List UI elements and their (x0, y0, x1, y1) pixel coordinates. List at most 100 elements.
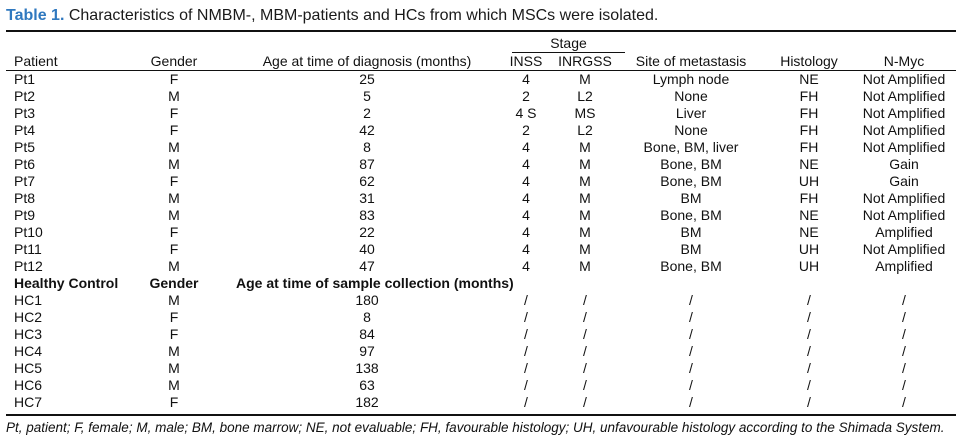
cell-inss: 4 (522, 224, 530, 240)
cell-inrgss: M (579, 224, 591, 240)
cell-inrgss: M (579, 71, 591, 87)
table-title: Characteristics of NMBM-, MBM-patients a… (68, 7, 659, 24)
cell-histology: / (807, 360, 811, 376)
characteristics-table: Patient Gender Age at time of diagnosis … (6, 53, 956, 411)
cell-histology: NE (799, 224, 819, 240)
cell-inrgss: M (579, 173, 591, 189)
col-header-patient: Patient (6, 53, 112, 71)
cell-inrgss: / (583, 292, 587, 308)
cell-nmyc: Not Amplified (862, 71, 946, 87)
cell-histology: FH (799, 105, 819, 121)
patient-row: Pt3 F 2 4 S MS Liver FH Not Amplified (6, 105, 956, 122)
control-row: HC3 F 84 / / / / / (6, 326, 956, 343)
cell-site: BM (680, 241, 702, 257)
cell-age: 97 (359, 343, 375, 359)
cell-id: Pt3 (14, 105, 36, 121)
cell-histology: NE (799, 156, 819, 172)
cell-id: HC3 (14, 326, 43, 342)
cell-inrgss: / (583, 377, 587, 393)
cell-inrgss: M (579, 190, 591, 206)
cell-inss: / (524, 309, 528, 325)
cell-site: / (689, 292, 693, 308)
cell-nmyc: Not Amplified (862, 241, 946, 257)
cell-nmyc: Amplified (875, 258, 933, 274)
cell-nmyc: Not Amplified (862, 105, 946, 121)
cell-age: 182 (355, 394, 379, 410)
cell-inss: 4 (522, 139, 530, 155)
cell-inss: 4 (522, 173, 530, 189)
cell-age: 87 (359, 156, 375, 172)
cell-age: 180 (355, 292, 379, 308)
cell-inrgss: M (579, 241, 591, 257)
cell-inss: 4 (522, 190, 530, 206)
cell-site: None (674, 88, 708, 104)
cell-age: 25 (359, 71, 375, 87)
cell-inss: / (524, 292, 528, 308)
cell-inrgss: / (583, 394, 587, 410)
cell-inrgss: M (579, 139, 591, 155)
patient-row: Pt12 M 47 4 M Bone, BM UH Amplified (6, 258, 956, 275)
cell-histology: / (807, 326, 811, 342)
cell-histology: UH (798, 258, 820, 274)
cell-id: Pt1 (14, 71, 36, 87)
cell-nmyc: / (902, 343, 906, 359)
patient-row: Pt4 F 42 2 L2 None FH Not Amplified (6, 122, 956, 139)
cell-id: Pt6 (14, 156, 36, 172)
cell-histology: FH (799, 139, 819, 155)
cell-id: HC2 (14, 309, 43, 325)
cell-inss: 4 (522, 207, 530, 223)
cell-gender: M (168, 292, 180, 308)
stage-group-rule (512, 52, 625, 53)
control-rows: HC1 M 180// / / / HC2 F 8// / / / HC3 F 84// / / / HC4 M 97/… (6, 292, 956, 411)
patient-row: Pt10 F 22 4 M BM NE Amplified (6, 224, 956, 241)
cell-site: / (689, 394, 693, 410)
cell-inrgss: MS (574, 105, 596, 121)
cell-histology: NE (799, 207, 819, 223)
cell-inrgss: M (579, 156, 591, 172)
col-header-histology: Histology (766, 53, 852, 71)
cell-histology: / (807, 377, 811, 393)
cell-inrgss: M (579, 207, 591, 223)
cell-id: Pt11 (14, 241, 42, 257)
cell-site: None (674, 122, 708, 138)
cell-inrgss: L2 (577, 122, 593, 138)
col-header-control-age: Age at time of sample collection (months… (236, 275, 514, 291)
cell-gender: F (169, 326, 179, 342)
cell-id: Pt9 (14, 207, 36, 223)
cell-histology: / (807, 343, 811, 359)
cell-gender: M (168, 156, 180, 172)
col-header-age: Age at time of diagnosis (months) (236, 53, 498, 71)
cell-id: HC6 (14, 377, 43, 393)
cell-histology: UH (798, 241, 820, 257)
cell-site: / (689, 309, 693, 325)
cell-nmyc: Gain (889, 156, 919, 172)
cell-inss: 2 (522, 88, 530, 104)
cell-age: 8 (363, 139, 371, 155)
control-header-row: Healthy Control Gender Age at time of sa… (6, 275, 956, 292)
cell-site: BM (680, 190, 702, 206)
cell-inrgss: L2 (577, 88, 593, 104)
patient-row: Pt5 M 8 4 M Bone, BM, liver FH Not Amplified (6, 139, 956, 156)
cell-histology: FH (799, 88, 819, 104)
cell-age: 40 (359, 241, 375, 257)
cell-nmyc: / (902, 377, 906, 393)
cell-inss: 2 (522, 122, 530, 138)
cell-site: Liver (675, 105, 707, 121)
cell-id: Pt8 (14, 190, 36, 206)
control-row: HC6 M 63 / / / / / (6, 377, 956, 394)
cell-site: Lymph node (652, 71, 730, 87)
cell-inss: / (524, 343, 528, 359)
cell-age: 62 (359, 173, 375, 189)
cell-id: HC1 (14, 292, 43, 308)
cell-age: 8 (363, 309, 371, 325)
cell-id: Pt4 (14, 122, 36, 138)
patient-row: Pt11 F 40 4 M BM UH Not Amplified (6, 241, 956, 258)
cell-histology: / (807, 292, 811, 308)
cell-inrgss: / (583, 326, 587, 342)
cell-gender: F (169, 173, 179, 189)
cell-site: / (689, 360, 693, 376)
cell-inrgss: M (579, 258, 591, 274)
control-row: HC1 M 180 / / / / / (6, 292, 956, 309)
cell-site: Bone, BM (660, 156, 722, 172)
cell-site: Bone, BM (660, 258, 722, 274)
